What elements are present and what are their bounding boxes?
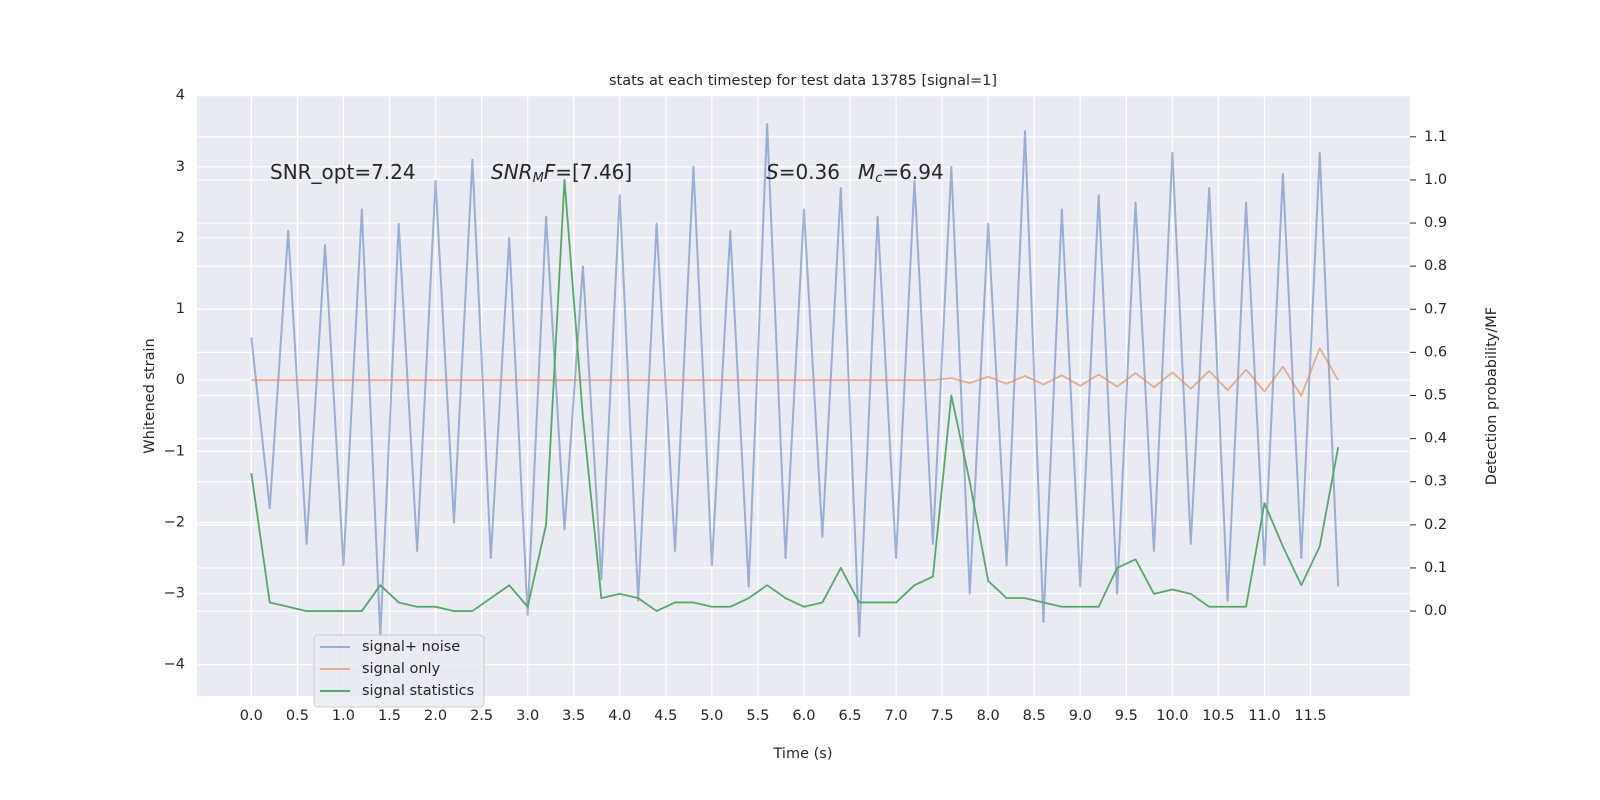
x-tick-label: 2.0 — [424, 708, 447, 724]
x-tick-label: 6.5 — [838, 708, 861, 724]
annotation-part: F — [544, 160, 556, 184]
annotation-part: M — [533, 171, 544, 186]
series-line — [250, 179, 1340, 612]
x-tick-label: 6.0 — [792, 708, 815, 724]
x-tick-label: 5.0 — [700, 708, 723, 724]
annotation-part: S — [766, 160, 779, 184]
annotation: SNR_opt=7.24 — [270, 160, 416, 184]
x-tick-label: 9.5 — [1115, 708, 1138, 724]
x-tick-label: 4.5 — [654, 708, 677, 724]
y2-axis-label: Detection probability/MF — [1484, 307, 1500, 485]
x-tick-label: 4.0 — [608, 708, 631, 724]
annotation-part: =6.94 — [882, 160, 943, 184]
x-tick-label: 0.5 — [286, 708, 309, 724]
y-tick-label: 4 — [176, 88, 185, 104]
y2-tick-label: 0.8 — [1424, 258, 1447, 274]
annotation: S=0.36 — [766, 160, 840, 184]
legend-label: signal+ noise — [362, 639, 460, 655]
annotation-part: c — [875, 171, 882, 186]
legend-label: signal statistics — [362, 683, 474, 699]
annotation-part: =[7.46] — [555, 160, 632, 184]
y-tick-label: −1 — [164, 443, 185, 459]
annotation-part: SNR — [491, 160, 533, 184]
x-tick-label: 11.0 — [1248, 708, 1280, 724]
y-tick-label: 1 — [176, 301, 185, 317]
annotation: Mc=6.94 — [858, 160, 944, 186]
x-tick-label: 10.5 — [1202, 708, 1234, 724]
annotation-part: M — [858, 160, 875, 184]
y-axis-label: Whitened strain — [142, 338, 158, 453]
x-tick-label: 1.5 — [378, 708, 401, 724]
y2-tick-label: 1.0 — [1424, 172, 1447, 188]
y2-tick-label: 0.2 — [1424, 517, 1447, 533]
x-tick-label: 8.0 — [977, 708, 1000, 724]
series-line — [251, 347, 1339, 397]
y-tick-label: 3 — [176, 159, 185, 175]
annotation: SNRMF=[7.46] — [491, 160, 632, 186]
y2-tick-label: 0.6 — [1424, 344, 1447, 360]
x-tick-label: 5.5 — [746, 708, 769, 724]
y2-tick-label: 0.7 — [1424, 301, 1447, 317]
x-tick-label: 10.0 — [1156, 708, 1188, 724]
x-tick-label: 1.0 — [332, 708, 355, 724]
series-line — [250, 123, 1340, 638]
x-tick-label: 7.5 — [931, 708, 954, 724]
chart-title: stats at each timestep for test data 137… — [609, 73, 997, 89]
annotation-part: =0.36 — [779, 160, 840, 184]
y-tick-label: −4 — [164, 657, 185, 673]
x-tick-label: 0.0 — [240, 708, 263, 724]
x-tick-label: 8.5 — [1023, 708, 1046, 724]
y2-tick-label: 0.4 — [1424, 431, 1447, 447]
annotation-part: SNR_opt=7.24 — [270, 160, 416, 184]
x-axis-label: Time (s) — [773, 746, 833, 762]
y-tick-label: 2 — [176, 230, 185, 246]
x-tick-label: 9.0 — [1069, 708, 1092, 724]
x-tick-label: 7.0 — [885, 708, 908, 724]
y2-tick-label: 1.1 — [1424, 129, 1447, 145]
y2-tick-label: 0.9 — [1424, 215, 1447, 231]
x-tick-label: 3.5 — [562, 708, 585, 724]
y-tick-label: −3 — [164, 586, 185, 602]
y2-tick-label: 0.5 — [1424, 388, 1447, 404]
legend-box — [313, 634, 485, 708]
y2-tick-label: 0.1 — [1424, 560, 1447, 576]
x-tick-label: 3.0 — [516, 708, 539, 724]
x-tick-label: 11.5 — [1294, 708, 1326, 724]
y-tick-label: 0 — [176, 372, 185, 388]
y2-tick-label: 0.3 — [1424, 474, 1447, 490]
y-tick-label: −2 — [164, 514, 185, 530]
x-tick-label: 2.5 — [470, 708, 493, 724]
y2-tick-label: 0.0 — [1424, 603, 1447, 619]
legend-label: signal only — [362, 661, 441, 677]
